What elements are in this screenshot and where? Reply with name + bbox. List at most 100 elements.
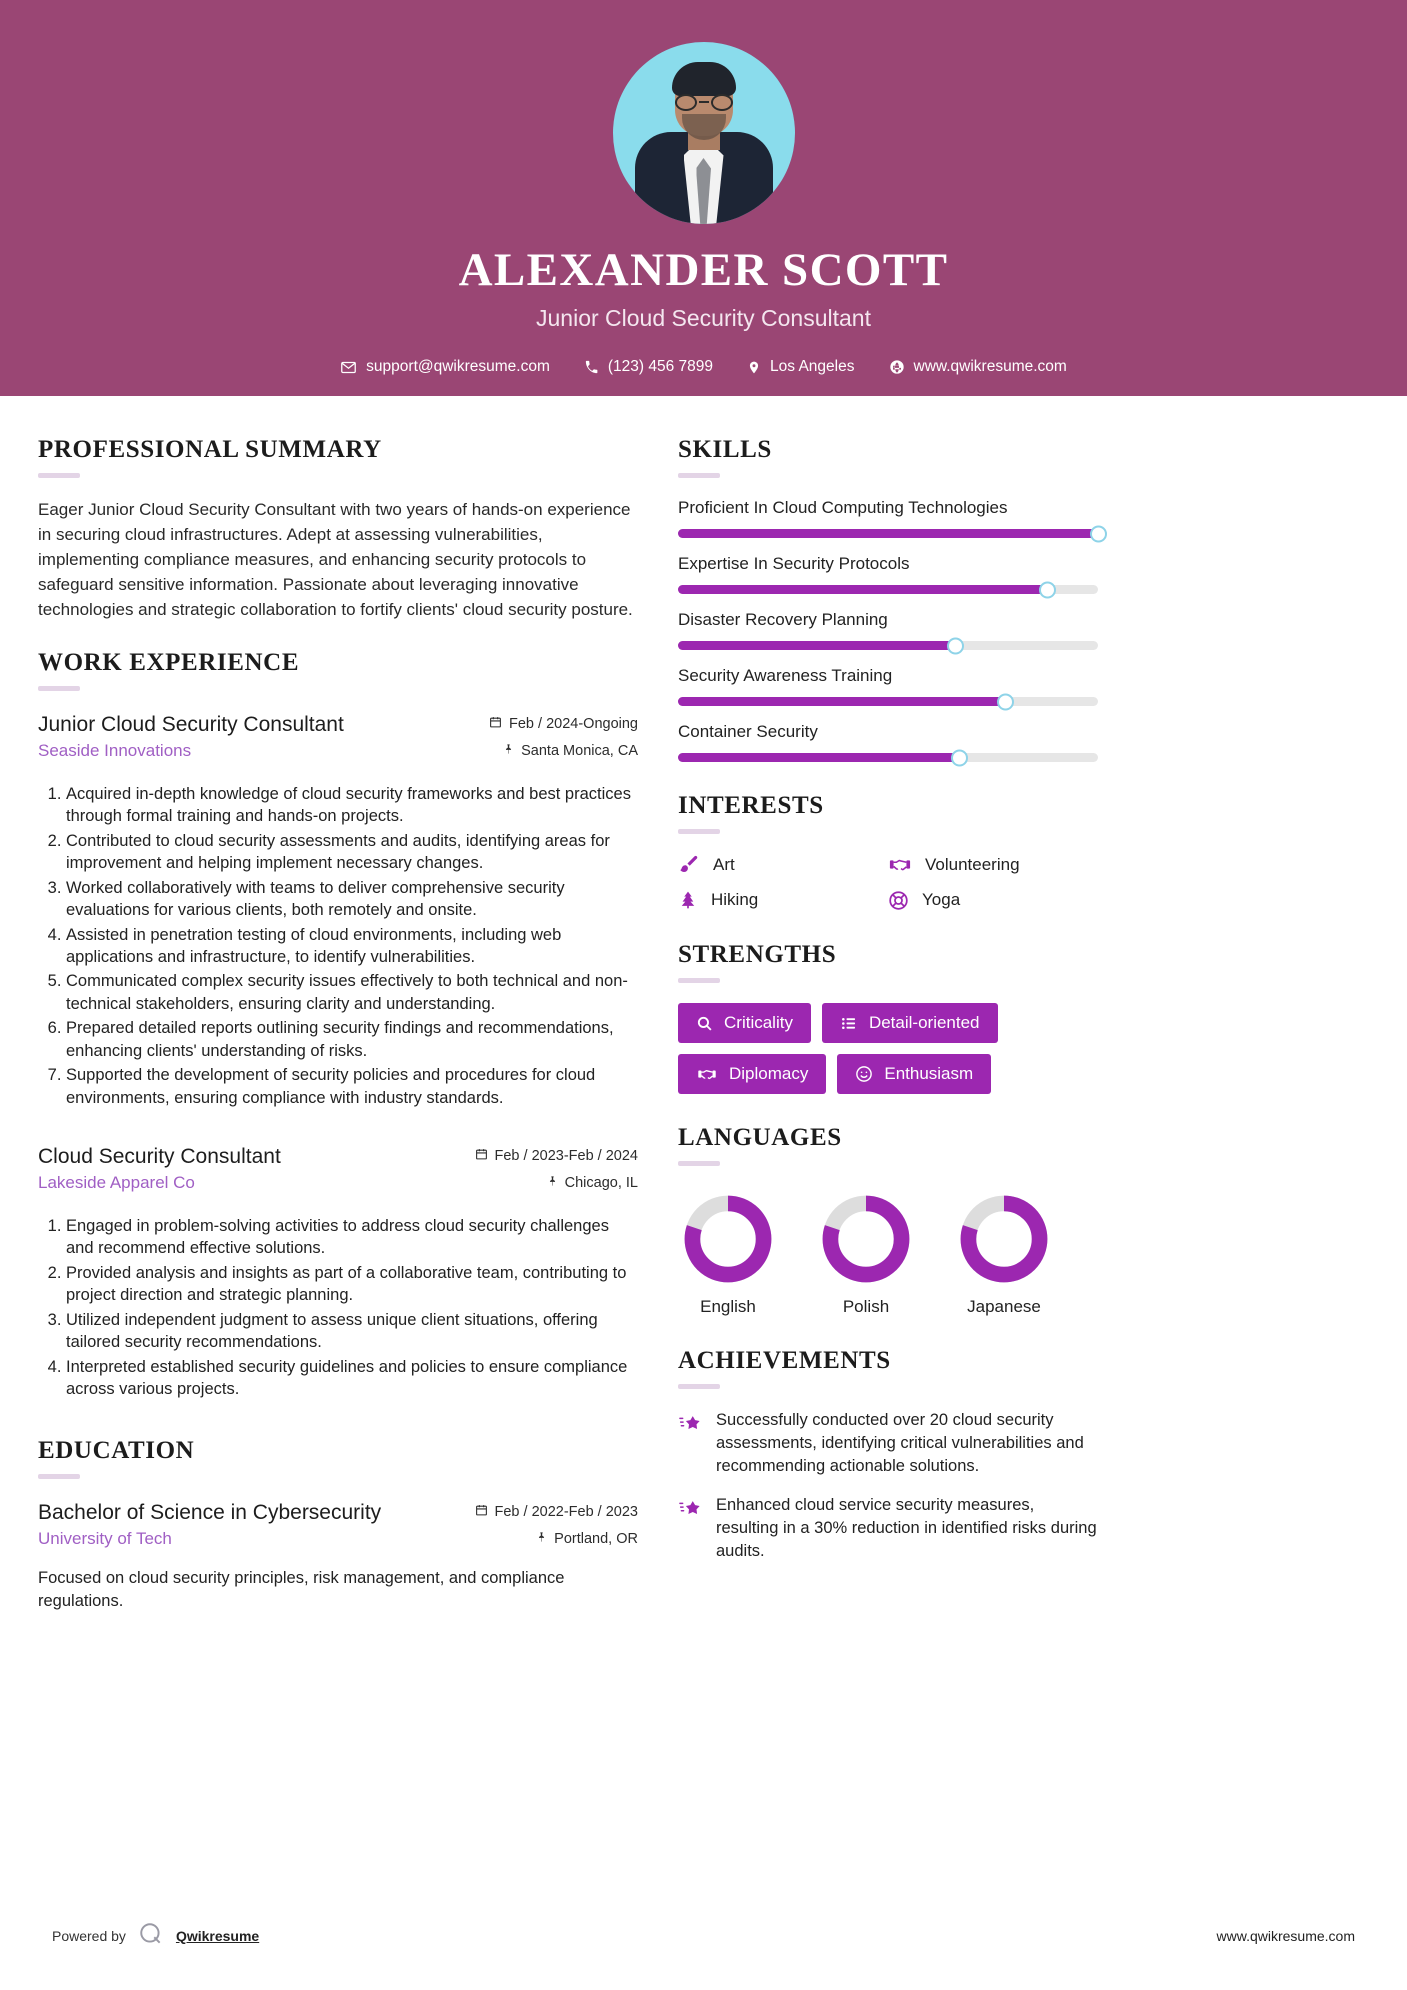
work-organization[interactable]: Lakeside Apparel Co [38,1173,195,1193]
lifebuoy-icon [888,890,909,911]
language-donut [960,1195,1048,1283]
interest-label: Hiking [711,890,759,909]
skill-fill [678,585,1048,594]
work-dates-text: Feb / 2023-Feb / 2024 [494,1148,639,1165]
section-rule [678,473,720,478]
paintbrush-icon [678,854,700,876]
skill-item: Proficient In Cloud Computing Technologi… [678,498,1107,542]
pin-icon [547,1174,558,1192]
section-work-experience: WORK EXPERIENCE Junior Cloud Security Co… [38,649,638,1401]
skill-bar[interactable] [678,693,1098,710]
contact-phone-text: (123) 456 7899 [607,358,714,376]
section-title-skills: SKILLS [678,436,772,463]
list-item: Contributed to cloud security assessment… [66,830,638,875]
contact-location[interactable]: Los Angeles [730,358,871,376]
list-item: Engaged in problem-solving activities to… [66,1215,638,1260]
work-entry: Cloud Security Consultant Lakeside Appar… [38,1143,638,1401]
section-professional-summary: PROFESSIONAL SUMMARY Eager Junior Cloud … [38,436,638,623]
section-rule [678,829,720,834]
skill-label: Security Awareness Training [678,666,893,685]
contact-email[interactable]: support@qwikresume.com [323,358,567,376]
list-item: Provided analysis and insights as part o… [66,1262,638,1307]
list-item: Communicated complex security issues eff… [66,970,638,1015]
interest-item: Yoga [888,889,1098,911]
section-title-languages: LANGUAGES [678,1124,842,1151]
skill-bar[interactable] [678,525,1107,542]
work-dates: Feb / 2023-Feb / 2024 [475,1147,639,1165]
skill-item: Container Security [678,722,1098,766]
language-label: Polish [842,1297,890,1316]
strength-label: Diplomacy [729,1064,809,1083]
skill-knob [946,637,964,654]
education-dates: Feb / 2022-Feb / 2023 [475,1503,638,1521]
section-title-work: WORK EXPERIENCE [38,648,300,676]
section-achievements: ACHIEVEMENTS Successfully conducted over… [678,1347,1098,1563]
language-item: Polish [816,1192,916,1317]
skill-label: Container Security [678,722,818,741]
section-title-interests: INTERESTS [678,792,824,819]
contact-location-text: Los Angeles [770,358,855,376]
work-location-text: Chicago, IL [564,1175,638,1192]
education-entry: Bachelor of Science in Cybersecurity Uni… [38,1499,638,1613]
contact-website[interactable]: www.qwikresume.com [872,358,1084,376]
right-column: SKILLS Proficient In Cloud Computing Tec… [678,436,1107,1589]
footer-brand-link[interactable]: Qwikresume [175,1927,260,1944]
list-item: Interpreted established security guideli… [66,1356,638,1401]
education-description: Focused on cloud security principles, ri… [38,1568,565,1610]
section-rule [38,1473,80,1479]
star-icon [678,1409,702,1477]
skill-knob [950,749,968,766]
calendar-icon [475,1503,488,1521]
achievement-text: Enhanced cloud service security measures… [716,1496,1097,1560]
strength-tag: Criticality [678,1003,811,1043]
skill-bar[interactable] [678,581,1098,598]
list-item: Utilized independent judgment to assess … [66,1309,638,1354]
education-location: Portland, OR [475,1530,638,1548]
footer-website[interactable]: www.qwikresume.com [1216,1927,1355,1944]
education-school[interactable]: University of Tech [38,1528,172,1548]
skill-bar[interactable] [678,637,1098,654]
skill-knob [997,693,1015,710]
work-dates-text: Feb / 2024-Ongoing [509,715,638,732]
search-icon [696,1015,713,1032]
envelope-icon [340,359,357,376]
section-languages: LANGUAGES English Polish [678,1124,1098,1317]
skill-fill [678,641,956,650]
left-column: PROFESSIONAL SUMMARY Eager Junior Cloud … [38,436,638,1639]
skill-bar[interactable] [678,749,1098,766]
section-title-strengths: STRENGTHS [678,941,837,968]
avatar [612,42,795,224]
strength-label: Criticality [724,1013,793,1032]
strength-tag: Detail-oriented [821,1003,998,1043]
skill-knob [1039,581,1057,598]
section-rule [38,685,80,691]
job-title: Junior Cloud Security Consultant [536,305,871,332]
interest-label: Volunteering [925,855,1020,874]
map-pin-icon [747,359,761,376]
skill-label: Expertise In Security Protocols [678,554,910,573]
contact-email-text: support@qwikresume.com [366,358,550,376]
language-label: Japanese [967,1297,1041,1316]
achievement-text: Successfully conducted over 20 cloud sec… [716,1411,1084,1475]
strength-label: Detail-oriented [868,1013,980,1032]
language-donut [684,1195,772,1283]
interest-item: Hiking [678,889,888,911]
language-label: English [700,1297,756,1316]
list-item: Prepared detailed reports outlining secu… [66,1017,638,1062]
smiley-icon [855,1065,873,1083]
skill-fill [678,697,1006,706]
resume-body: PROFESSIONAL SUMMARY Eager Junior Cloud … [0,396,1407,1639]
work-organization[interactable]: Seaside Innovations [38,741,192,761]
section-interests: INTERESTS Art [678,792,1098,911]
section-rule [678,1384,720,1389]
contact-website-text: www.qwikresume.com [913,358,1067,376]
interest-label: Art [713,855,735,874]
language-item: English [678,1192,778,1317]
list-item: Acquired in-depth knowledge of cloud sec… [66,783,638,828]
list-item: Supported the development of security po… [66,1064,638,1109]
section-strengths: STRENGTHS Criticality [678,941,1098,1094]
language-item: Japanese [954,1192,1054,1317]
section-education: EDUCATION Bachelor of Science in Cyberse… [38,1437,638,1613]
tree-icon [678,889,698,911]
contact-phone[interactable]: (123) 456 7899 [567,358,730,376]
